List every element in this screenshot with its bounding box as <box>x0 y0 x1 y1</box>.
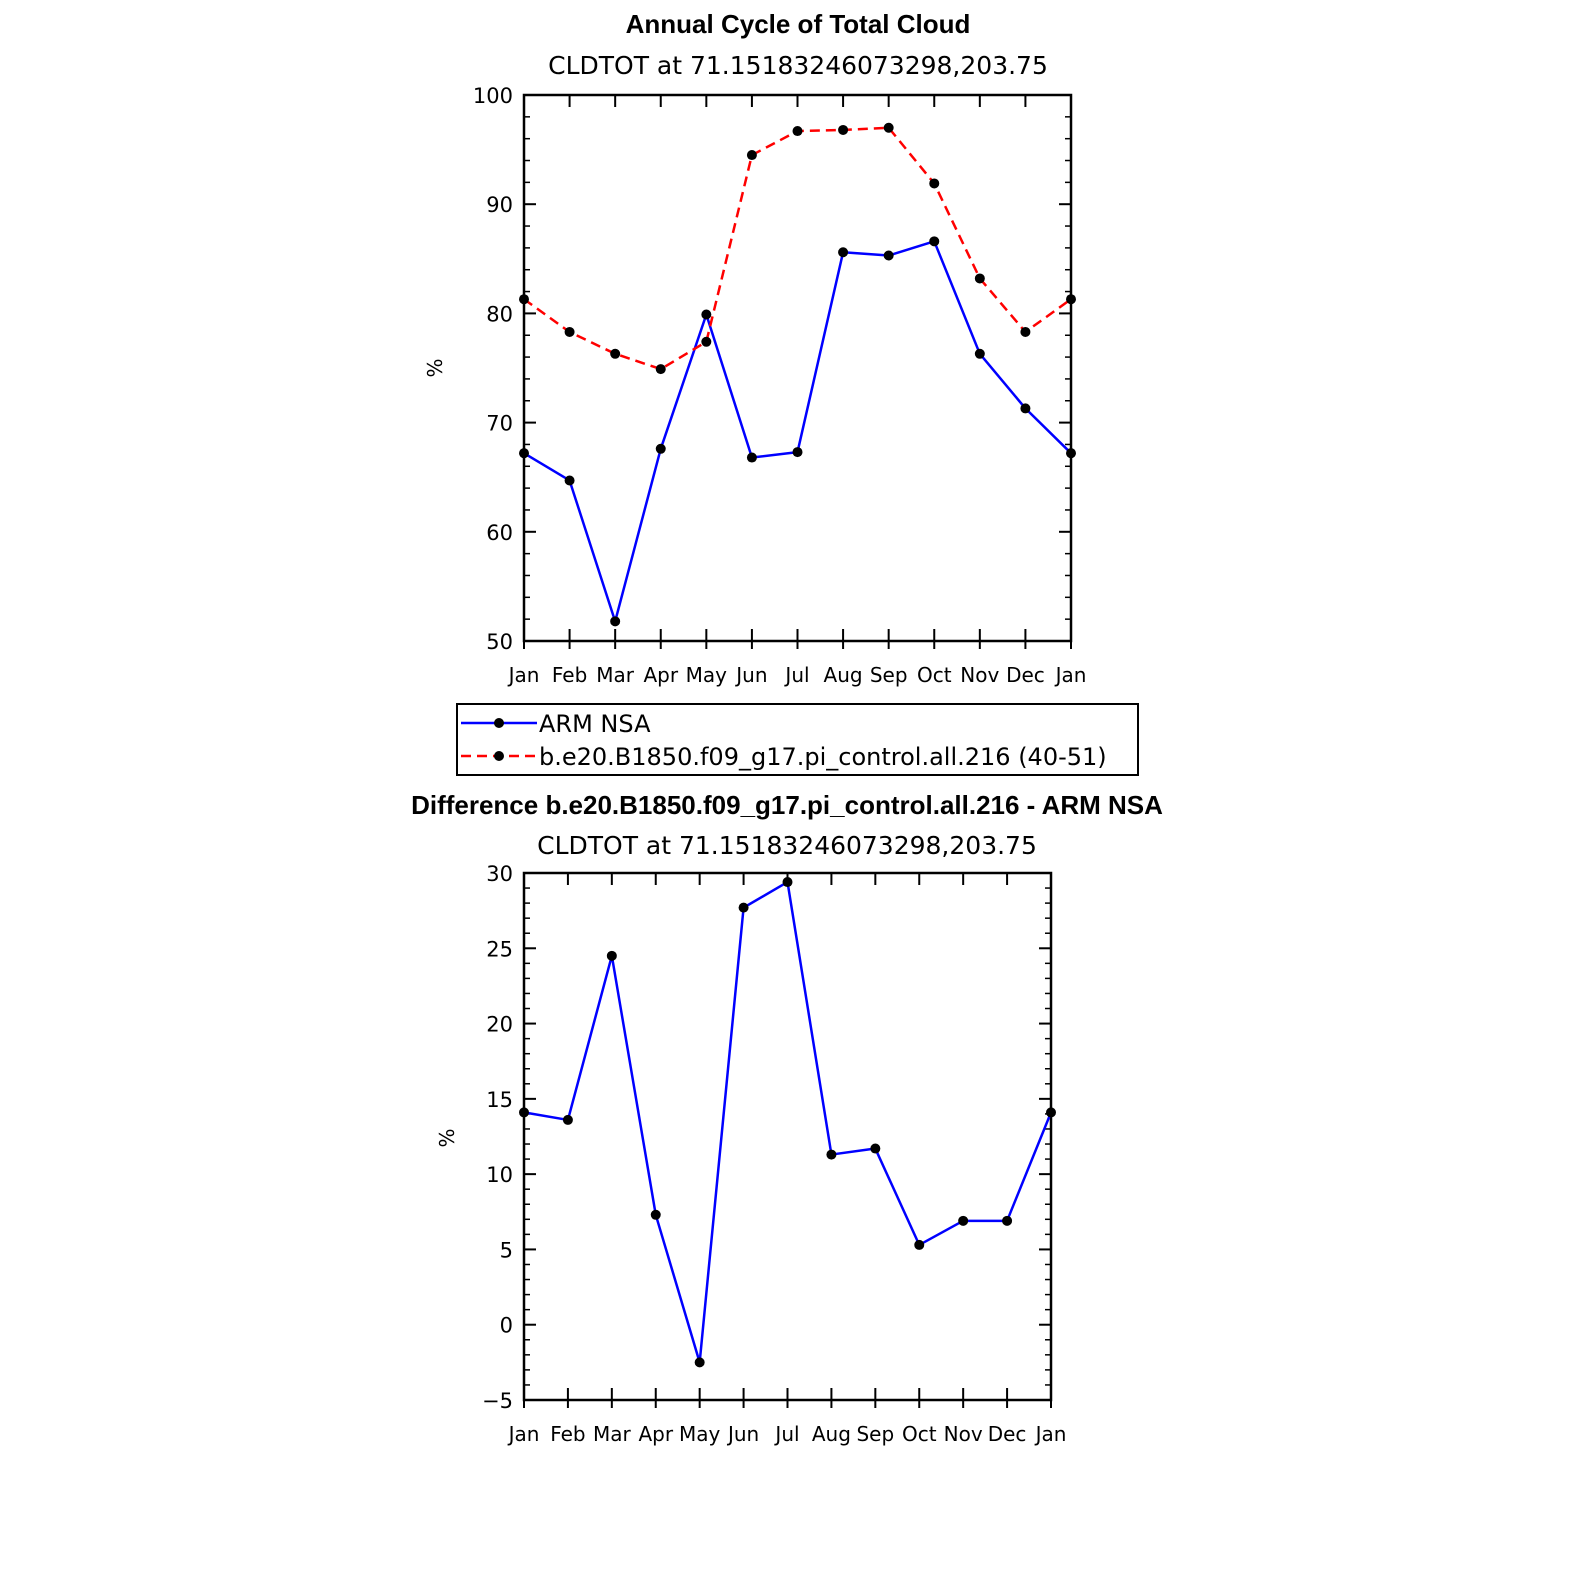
data-point <box>1046 1107 1056 1118</box>
data-point <box>655 443 666 454</box>
y-tick-label: 90 <box>486 193 513 217</box>
x-tick-label: Sep <box>870 663 908 687</box>
data-point <box>655 364 666 375</box>
x-tick-label: Jun <box>726 1422 759 1446</box>
data-point <box>701 336 712 347</box>
x-tick-label: Aug <box>824 663 863 687</box>
legend-marker-arm-nsa <box>494 718 504 728</box>
data-point <box>650 1209 661 1220</box>
data-point <box>838 124 849 135</box>
data-point <box>914 1239 925 1250</box>
data-point <box>826 1149 837 1160</box>
annual-cycle-chart: Annual Cycle of Total Cloud CLDTOT at 71… <box>423 9 1086 687</box>
y-tick-label: 70 <box>486 412 513 436</box>
plot-frame <box>522 93 1073 643</box>
x-tick-label: Jan <box>507 1422 540 1446</box>
x-tick-label: Mar <box>593 1422 632 1446</box>
data-point <box>519 294 529 305</box>
data-point <box>974 348 985 359</box>
data-point <box>738 902 749 913</box>
y-tick-label: 50 <box>486 630 513 654</box>
difference-chart: Difference b.e20.B1850.f09_g17.pi_contro… <box>411 790 1163 1446</box>
data-point <box>883 122 894 133</box>
x-tick-label: Dec <box>988 1422 1027 1446</box>
legend: ARM NSA b.e20.B1850.f09_g17.pi_control.a… <box>456 703 1139 776</box>
data-point <box>701 309 712 320</box>
x-tick-label: Jun <box>734 663 767 687</box>
y-tick-label: 80 <box>486 302 513 326</box>
legend-marker-model <box>494 751 504 761</box>
data-point <box>519 1107 529 1118</box>
data-point <box>694 1357 705 1368</box>
y-tick-label: 25 <box>486 937 513 961</box>
data-point <box>1020 403 1031 414</box>
x-tick-label: May <box>686 663 728 687</box>
x-tick-label: Oct <box>917 663 952 687</box>
data-point <box>562 1114 573 1125</box>
y-tick-label: 100 <box>473 84 513 108</box>
data-point <box>564 475 575 486</box>
data-point <box>746 150 757 161</box>
data-point <box>610 616 621 627</box>
data-point <box>1002 1215 1013 1226</box>
x-tick-label: Jan <box>1034 1422 1067 1446</box>
x-tick-label: Feb <box>550 1422 585 1446</box>
data-point <box>929 178 940 189</box>
plot-frame <box>522 871 1053 1402</box>
x-tick-label: Feb <box>552 663 587 687</box>
series-line-0 <box>523 240 1072 623</box>
x-tick-label: Oct <box>902 1422 937 1446</box>
chart-subtitle: CLDTOT at 71.15183246073298,203.75 <box>548 51 1048 80</box>
x-tick-label: Aug <box>812 1422 851 1446</box>
series-line-1 <box>523 126 1072 371</box>
data-point <box>792 447 803 458</box>
data-point <box>746 452 757 463</box>
x-tick-label: Dec <box>1006 663 1045 687</box>
y-axis-label: % <box>423 358 447 377</box>
x-tick-label: Apr <box>643 663 678 687</box>
y-tick-label: 10 <box>486 1163 513 1187</box>
y-tick-label: −5 <box>482 1389 513 1413</box>
data-point <box>564 326 575 337</box>
data-point <box>792 126 803 137</box>
data-point <box>883 250 894 261</box>
x-tick-label: Nov <box>960 663 999 687</box>
series-line-0 <box>523 880 1053 1364</box>
data-point <box>958 1215 969 1226</box>
chart-title: Difference b.e20.B1850.f09_g17.pi_contro… <box>411 790 1163 820</box>
x-tick-label: Nov <box>944 1422 983 1446</box>
chart-subtitle: CLDTOT at 71.15183246073298,203.75 <box>537 831 1037 860</box>
data-point <box>838 247 849 258</box>
data-point <box>1020 326 1031 337</box>
data-point <box>606 950 617 961</box>
legend-box <box>456 703 1139 776</box>
y-tick-label: 15 <box>486 1088 513 1112</box>
data-point <box>929 236 940 247</box>
data-point <box>610 348 621 359</box>
data-point <box>1066 448 1076 459</box>
chart-title: Annual Cycle of Total Cloud <box>626 9 971 39</box>
y-tick-label: 5 <box>500 1238 513 1262</box>
y-tick-label: 0 <box>500 1314 513 1338</box>
legend-label-model: b.e20.B1850.f09_g17.pi_control.all.216 (… <box>539 743 1107 771</box>
data-point <box>1066 294 1076 305</box>
x-tick-label: Jul <box>783 663 809 687</box>
y-tick-label: 20 <box>486 1013 513 1037</box>
x-tick-label: Sep <box>856 1422 894 1446</box>
x-tick-label: May <box>679 1422 721 1446</box>
x-tick-label: Jul <box>773 1422 799 1446</box>
data-point <box>974 273 985 284</box>
data-point <box>519 448 529 459</box>
data-point <box>782 877 793 888</box>
y-axis-label: % <box>435 1128 459 1147</box>
y-tick-label: 30 <box>486 862 513 886</box>
data-point <box>870 1143 881 1154</box>
x-tick-label: Apr <box>638 1422 673 1446</box>
x-tick-label: Jan <box>507 663 540 687</box>
y-tick-label: 60 <box>486 521 513 545</box>
x-tick-label: Jan <box>1054 663 1087 687</box>
x-tick-label: Mar <box>596 663 635 687</box>
legend-label-arm-nsa: ARM NSA <box>539 710 651 738</box>
